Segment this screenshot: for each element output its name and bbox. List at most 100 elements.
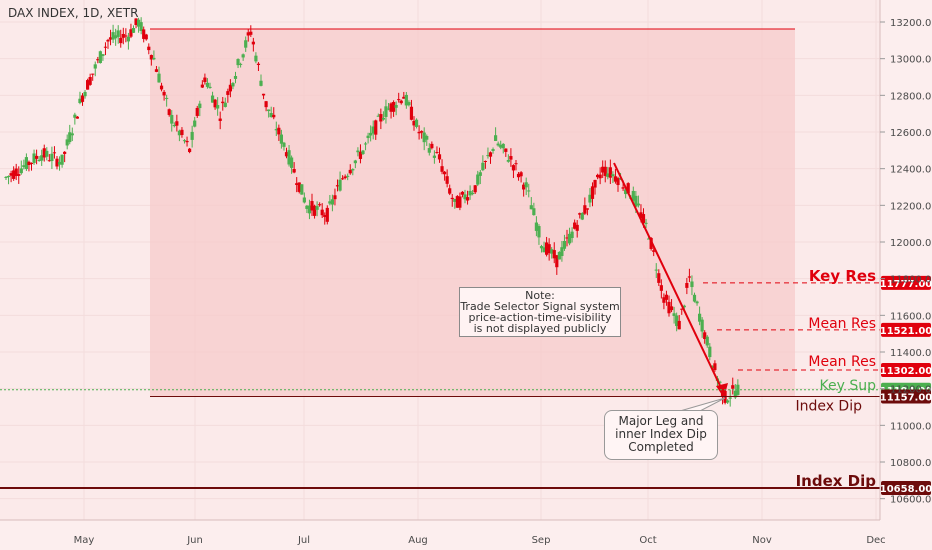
- candle-body: [463, 194, 467, 200]
- level-label: Mean Res: [808, 316, 876, 332]
- chart-title: DAX INDEX, 1D, XETR: [8, 6, 138, 20]
- candle-body: [157, 73, 161, 83]
- candle-body: [78, 98, 82, 104]
- candle-body: [205, 82, 210, 87]
- candle-body: [190, 131, 194, 140]
- candle-body: [667, 301, 671, 314]
- level-price-text: 11777.00: [880, 279, 932, 290]
- candle-body: [672, 313, 676, 316]
- candle-body: [708, 346, 712, 358]
- y-tick-label: 12800.00: [890, 91, 932, 102]
- candle-body: [4, 176, 8, 178]
- candle-body: [465, 197, 470, 201]
- candle-body: [124, 35, 128, 37]
- candle-body: [496, 143, 500, 146]
- candle-body: [284, 152, 289, 157]
- candle-body: [177, 130, 181, 136]
- level-label: Key Sup: [820, 378, 877, 394]
- candle-body: [101, 54, 105, 56]
- candle-body: [185, 140, 189, 143]
- candle-body: [501, 143, 505, 149]
- candle-body: [226, 91, 230, 95]
- candle-body: [552, 250, 556, 259]
- candle-body: [55, 158, 59, 167]
- candle-body: [608, 167, 612, 178]
- candle-body: [152, 57, 156, 60]
- candle-body: [687, 276, 691, 278]
- candle-body: [193, 120, 197, 127]
- candle-body: [264, 101, 268, 108]
- y-tick-label: 13200.00: [890, 18, 932, 29]
- candle-body: [381, 117, 385, 120]
- candle-body: [131, 28, 136, 33]
- candle-body: [644, 222, 648, 224]
- candle-body: [307, 205, 312, 214]
- candle-body: [12, 170, 16, 179]
- candle-body: [361, 150, 365, 155]
- candle-body: [590, 186, 595, 199]
- candle-body: [486, 155, 490, 157]
- candle-body: [256, 63, 261, 66]
- y-tick-label: 10600.00: [890, 495, 932, 506]
- candle-body: [292, 168, 296, 173]
- candle-body: [583, 205, 587, 214]
- y-tick-label: 10800.00: [890, 458, 932, 469]
- candle-body: [302, 197, 306, 203]
- level-price-text: 11302.00: [880, 366, 932, 377]
- candle-body: [259, 80, 263, 86]
- candle-body: [499, 144, 503, 148]
- x-tick-label: Dec: [866, 535, 885, 546]
- candle-body: [392, 102, 396, 112]
- candle-body: [647, 238, 651, 240]
- candle-body: [279, 134, 283, 144]
- level-price-text: 10658.00: [880, 484, 932, 495]
- candle-body: [422, 132, 426, 143]
- candle-body: [310, 201, 314, 211]
- price-levels: Key Res 11777.00 Mean Res 11521.00 Mean Res 1…: [0, 267, 932, 496]
- level-label: Mean Res: [808, 354, 876, 370]
- level-price-badge: [881, 275, 931, 290]
- candle-body: [636, 203, 640, 206]
- candle-body: [458, 196, 462, 208]
- candle-body: [274, 129, 278, 131]
- level-price-badge: [881, 362, 931, 377]
- candle-body: [254, 55, 258, 62]
- candle-body: [731, 385, 735, 389]
- candle-body: [366, 135, 370, 139]
- candle-body: [83, 91, 87, 97]
- candle-body: [45, 150, 49, 157]
- candle-body: [580, 213, 584, 220]
- candle-body: [700, 319, 704, 332]
- candle-body: [621, 187, 625, 189]
- x-tick-label: May: [74, 535, 95, 546]
- candle-body: [450, 197, 454, 200]
- candle-body: [585, 208, 589, 210]
- candle-body: [351, 169, 355, 171]
- candle-body: [24, 157, 28, 170]
- candle-body: [126, 36, 130, 42]
- major-leg-arrow-line: [613, 162, 725, 395]
- candle-body: [425, 136, 429, 140]
- level-price-badge: [881, 322, 931, 337]
- candle-body: [537, 226, 541, 238]
- candle-body: [73, 114, 77, 118]
- candle-body: [685, 283, 689, 288]
- candle-body: [208, 86, 212, 88]
- candle-body: [601, 166, 605, 173]
- candle-body: [277, 127, 281, 135]
- candle-body: [542, 247, 546, 253]
- candle-body: [106, 39, 110, 42]
- candle-body: [527, 190, 531, 192]
- candle-body: [460, 191, 465, 195]
- candle-body: [348, 169, 352, 174]
- candle-body: [519, 172, 523, 177]
- candle-body: [703, 332, 707, 340]
- level-label: Index Dip: [796, 472, 877, 490]
- candle-body: [649, 237, 653, 249]
- candle-body: [167, 109, 171, 115]
- candle-body: [471, 193, 475, 195]
- candle-body: [40, 155, 44, 161]
- candle-body: [511, 165, 516, 171]
- candle-body: [297, 182, 301, 192]
